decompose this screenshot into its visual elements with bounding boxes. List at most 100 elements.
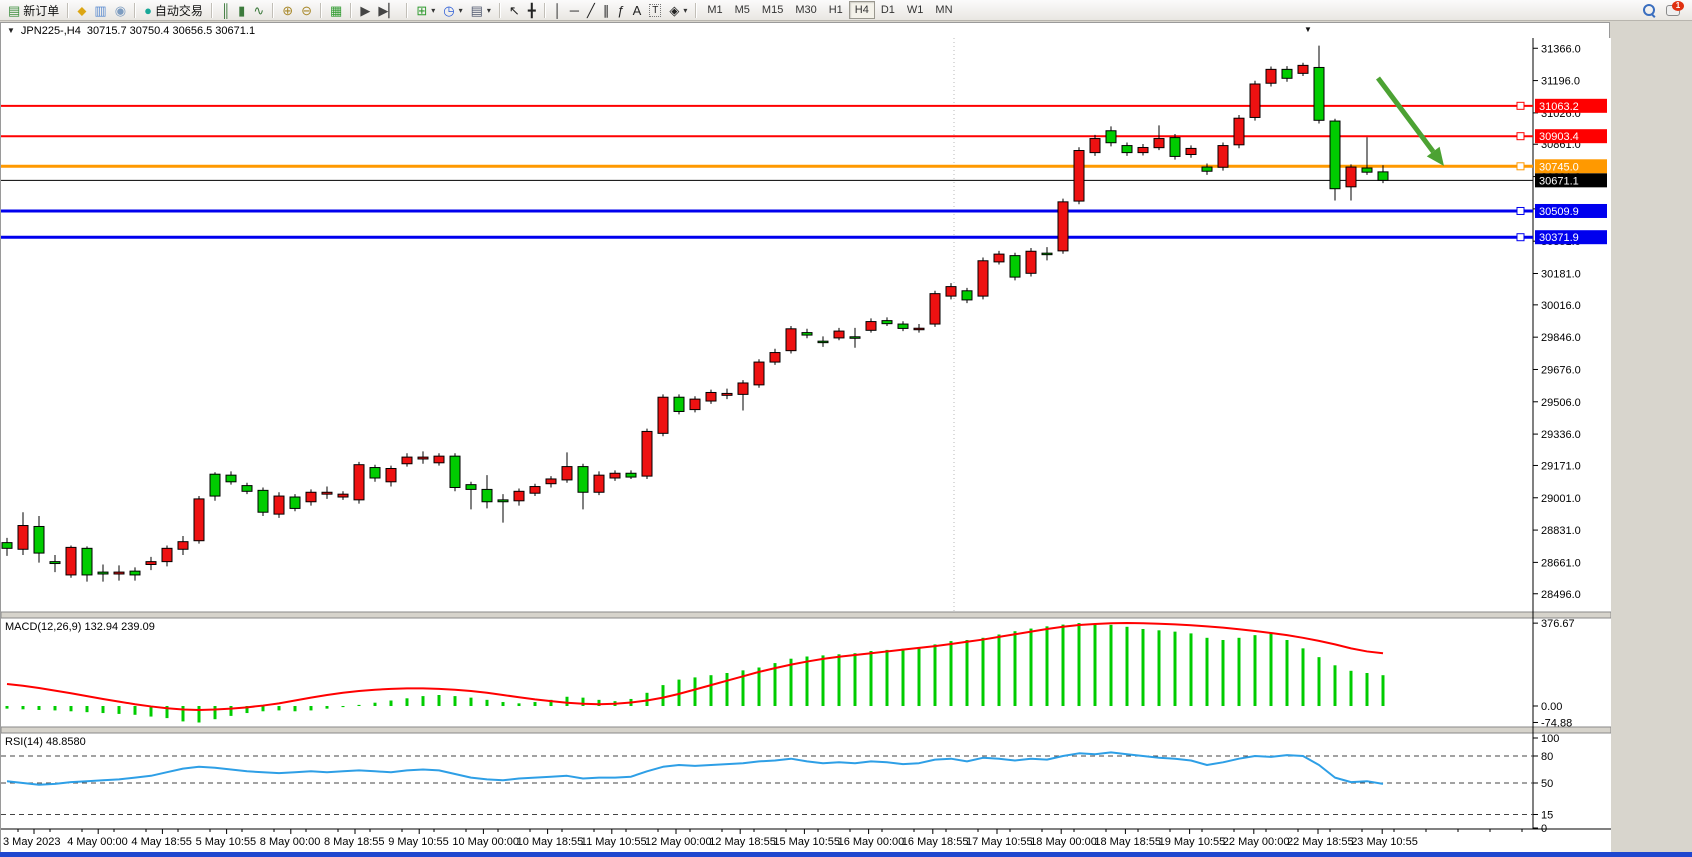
price-level-label: 31063.2 (1539, 101, 1579, 113)
timeframe-w1[interactable]: W1 (901, 1, 930, 19)
macd-histogram-bar (741, 670, 745, 706)
templates-dropdown-caret[interactable]: ▾ (486, 5, 491, 15)
auto-trading-button[interactable]: ● 自动交易 (140, 1, 207, 20)
tile-windows-button[interactable]: ▦ (326, 1, 346, 20)
signals-button[interactable]: ◉ (111, 1, 130, 20)
date-axis[interactable]: 3 May 2023 4 May 00:00 4 May 18:55 5 May 10… (1, 828, 1611, 848)
horizontal-line-button[interactable]: ─ (566, 1, 583, 20)
macd-histogram-bar (1381, 675, 1385, 706)
macd-histogram-bar (453, 696, 457, 706)
macd-histogram-bar (245, 706, 249, 714)
equidistant-channel-button[interactable]: ∥ (599, 1, 614, 20)
timeframe-h1[interactable]: H1 (823, 1, 849, 19)
search-icon[interactable] (1643, 3, 1656, 18)
chevron-down-icon[interactable]: ▼ (7, 26, 15, 35)
candle-body (721, 392, 733, 396)
toolbar-separator (406, 2, 409, 18)
templates-button[interactable]: ▤ ▾ (467, 1, 495, 20)
periods-dropdown-caret[interactable]: ▾ (458, 5, 463, 15)
date-axis-label: 11 May 10:55 (581, 836, 647, 848)
price-level-label-box (1535, 159, 1607, 174)
profiles-button[interactable]: ▥ (90, 1, 110, 20)
chart-shift-button[interactable]: ▶▏ (374, 1, 402, 20)
fibonacci-button[interactable]: ƒ (613, 1, 628, 20)
macd-histogram-bar (757, 667, 761, 706)
candle-body (1185, 147, 1197, 156)
date-axis-label: 10 May 00:00 (452, 836, 519, 848)
crosshair-button[interactable]: ╋ (524, 1, 540, 20)
chart-shift-marker[interactable]: ▼ (1304, 25, 1312, 34)
macd-histogram-bar (405, 698, 409, 706)
auto-scroll-button[interactable]: ▶ (356, 1, 374, 20)
macd-histogram-bar (1029, 628, 1033, 706)
trend-arrow[interactable] (1375, 76, 1444, 166)
zoom-in-button[interactable]: ⊕ (278, 1, 297, 20)
notification-badge: 1 (1672, 1, 1684, 11)
candle-body (1281, 68, 1293, 79)
macd-histogram-bar (997, 634, 1001, 706)
level-line-handle[interactable] (1516, 101, 1525, 110)
tile-windows-icon: ▦ (330, 2, 343, 18)
vertical-line-button[interactable]: │ (550, 1, 566, 20)
macd-histogram-bar (69, 706, 73, 712)
timeframe-m1[interactable]: M1 (701, 1, 728, 19)
timeframe-mn[interactable]: MN (929, 1, 958, 19)
macd-histogram-bar (1285, 640, 1289, 706)
candle-body (1361, 167, 1373, 173)
macd-histogram-bar (853, 653, 857, 706)
bar-chart-mode-button[interactable]: ║ (217, 1, 234, 20)
level-line-handle[interactable] (1516, 162, 1525, 171)
shapes-button[interactable]: ◈ ▾ (665, 1, 691, 20)
level-line-handle[interactable] (1516, 206, 1525, 215)
notifications-icon[interactable]: 1 (1666, 1, 1684, 17)
candle-body (369, 467, 381, 479)
candle-body (465, 484, 477, 490)
style-bucket-button[interactable]: ⬥ (73, 1, 90, 20)
macd-histogram-bar (1093, 623, 1097, 706)
candles-layer (1, 45, 1389, 582)
fibonacci-icon: ƒ (617, 2, 625, 18)
candle-body (881, 320, 893, 325)
candle-body (737, 382, 749, 395)
chart-title-bar: ▼ JPN225-,H4 30715.7 30750.4 30656.5 306… (1, 23, 1609, 38)
timeframe-d1[interactable]: D1 (875, 1, 901, 19)
candle-body (1, 542, 13, 549)
macd-histogram-bar (917, 647, 921, 706)
timeframe-m30[interactable]: M30 (789, 1, 822, 19)
periods-button[interactable]: ◷ ▾ (439, 1, 466, 20)
zoom-out-button[interactable]: ⊖ (297, 1, 316, 20)
macd-histogram-bar (645, 692, 649, 706)
shapes-dropdown-caret[interactable]: ▾ (683, 5, 688, 15)
macd-histogram-bar (5, 706, 9, 709)
macd-histogram-bar (437, 695, 441, 706)
toolbar-separator (350, 2, 353, 18)
zoom-out-icon: ⊖ (301, 2, 313, 18)
macd-histogram-bar (485, 699, 489, 706)
trendline-button[interactable]: ╱ (583, 1, 599, 20)
timeframe-m15[interactable]: M15 (756, 1, 789, 19)
indicators-button[interactable]: ⊞ ▾ (412, 1, 439, 20)
pane-separator[interactable] (1, 611, 1611, 619)
chart-ohlc-readout: 30715.7 30750.4 30656.5 30671.1 (86, 24, 256, 37)
macd-histogram-bar (1253, 635, 1257, 706)
level-line-handle[interactable] (1516, 132, 1525, 141)
toolbar-separator (543, 2, 546, 18)
candle-body (993, 253, 1005, 263)
level-line-handle[interactable] (1516, 233, 1525, 242)
text-icon: A (632, 2, 642, 18)
candlestick-mode-button[interactable]: ▮ (234, 1, 249, 20)
line-chart-mode-button[interactable]: ∿ (249, 1, 268, 20)
macd-histogram-bar (581, 697, 585, 706)
text-label-button[interactable]: T (645, 1, 665, 20)
timeframe-h4[interactable]: H4 (848, 1, 875, 19)
pane-separator[interactable] (1, 726, 1611, 734)
trendline-icon: ╱ (587, 2, 595, 18)
macd-histogram-bar (837, 654, 841, 706)
macd-pane: MACD(12,26,9) 132.94 239.09 376.67 0.00 -74… (5, 618, 1575, 729)
cursor-button[interactable]: ↖ (505, 1, 524, 20)
text-button[interactable]: A (629, 1, 646, 20)
timeframe-m5[interactable]: M5 (729, 1, 756, 19)
new-order-button[interactable]: ▤ 新订单 (4, 1, 63, 20)
indicators-dropdown-caret[interactable]: ▾ (431, 5, 436, 15)
candle-body (849, 336, 861, 339)
